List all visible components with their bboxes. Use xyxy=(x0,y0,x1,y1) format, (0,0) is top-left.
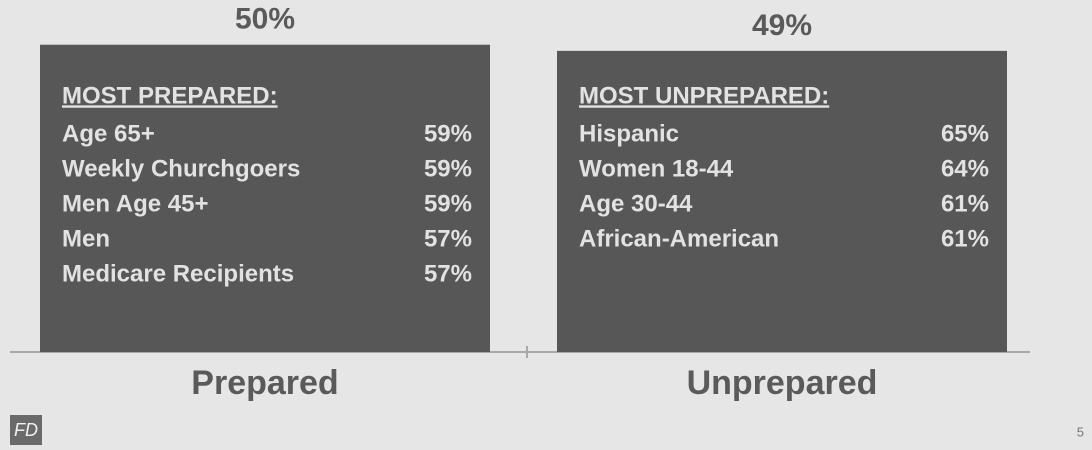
item-label: Men Age 45+ xyxy=(62,190,209,217)
item-label: African-American xyxy=(579,225,779,252)
logo: FD xyxy=(14,420,38,440)
item-value: 61% xyxy=(941,225,989,252)
item-value: 57% xyxy=(424,260,472,287)
value-label: 49% xyxy=(752,9,812,42)
bar xyxy=(557,50,1007,352)
item-label: Medicare Recipients xyxy=(62,260,294,287)
item-value: 64% xyxy=(941,155,989,182)
box-heading: MOST PREPARED: xyxy=(62,82,278,109)
item-label: Weekly Churchgoers xyxy=(62,155,300,182)
item-value: 61% xyxy=(941,190,989,217)
item-label: Women 18-44 xyxy=(579,155,734,182)
item-label: Hispanic xyxy=(579,120,679,147)
item-value: 65% xyxy=(941,120,989,147)
category-label: Prepared xyxy=(191,364,338,402)
item-label: Age 65+ xyxy=(62,120,155,147)
item-value: 59% xyxy=(424,120,472,147)
category-label: Unprepared xyxy=(687,364,878,402)
item-value: 59% xyxy=(424,190,472,217)
value-label: 50% xyxy=(235,3,295,36)
logo-box xyxy=(10,415,42,445)
item-value: 59% xyxy=(424,155,472,182)
bar xyxy=(40,44,490,353)
box-heading: MOST UNPREPARED: xyxy=(579,82,829,109)
page-number: 5 xyxy=(1077,424,1084,439)
item-label: Men xyxy=(62,225,110,252)
item-label: Age 30-44 xyxy=(579,190,693,217)
item-value: 57% xyxy=(424,225,472,252)
